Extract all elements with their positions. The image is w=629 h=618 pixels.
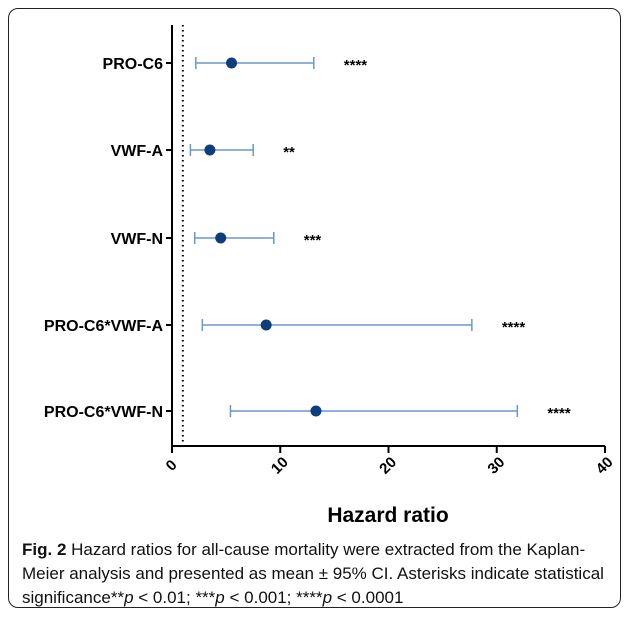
category-label: PRO-C6*VWF-A (44, 318, 164, 335)
x-tick-label: 10 (268, 454, 292, 478)
caption-p3: p (322, 588, 333, 607)
figure-frame (8, 8, 621, 608)
caption-t3: < 0.0001 (332, 588, 404, 607)
point-estimate (260, 319, 272, 331)
category-label: PRO-C6 (103, 56, 164, 73)
significance-label: ** (283, 144, 295, 161)
caption-t2: < 0.001; **** (224, 588, 323, 607)
caption-p1: p (124, 588, 134, 607)
caption-t1: < 0.01; *** (133, 588, 216, 607)
significance-label: **** (502, 319, 526, 336)
x-tick-label: 0 (163, 457, 181, 475)
x-tick-label: 20 (376, 454, 400, 478)
point-estimate (204, 144, 216, 156)
category-label: VWF-A (111, 143, 164, 160)
significance-label: **** (547, 405, 571, 422)
point-estimate (310, 405, 322, 417)
x-tick-label: 40 (593, 454, 617, 478)
caption-p2: p (215, 588, 225, 607)
point-estimate (226, 57, 238, 69)
significance-label: *** (304, 232, 322, 249)
x-axis-title: Hazard ratio (327, 504, 448, 527)
significance-label: **** (344, 57, 368, 74)
x-tick-label: 30 (484, 454, 508, 478)
category-label: VWF-N (111, 231, 163, 248)
category-label: PRO-C6*VWF-N (44, 404, 163, 421)
caption-label: Fig. 2 (22, 540, 67, 559)
caption-text: Hazard ratios for all-cause mortality we… (22, 540, 604, 607)
point-estimate (215, 232, 227, 244)
figure-caption: Fig. 2 Hazard ratios for all-cause morta… (22, 538, 618, 610)
